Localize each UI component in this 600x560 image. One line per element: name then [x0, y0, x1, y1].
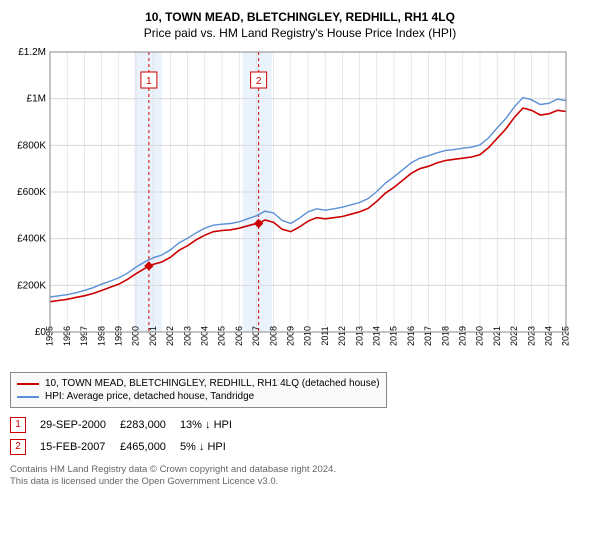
- svg-text:2021: 2021: [492, 326, 502, 346]
- marker-row: 2 15-FEB-2007 £465,000 5% ↓ HPI: [10, 436, 246, 458]
- legend-label-2: HPI: Average price, detached house, Tand…: [45, 391, 254, 402]
- price-chart: £0£200K£400K£600K£800K£1M£1.2M1995199619…: [10, 46, 570, 366]
- markers-table: 1 29-SEP-2000 £283,000 13% ↓ HPI 2 15-FE…: [10, 414, 246, 458]
- svg-text:2025: 2025: [561, 326, 570, 346]
- legend-row-1: 10, TOWN MEAD, BLETCHINGLEY, REDHILL, RH…: [17, 377, 380, 390]
- footer-note: Contains HM Land Registry data © Crown c…: [10, 464, 590, 489]
- svg-text:2023: 2023: [526, 326, 536, 346]
- svg-text:2003: 2003: [182, 326, 192, 346]
- svg-text:2001: 2001: [148, 326, 158, 346]
- svg-text:2016: 2016: [406, 326, 416, 346]
- svg-text:2005: 2005: [217, 326, 227, 346]
- legend-row-2: HPI: Average price, detached house, Tand…: [17, 390, 380, 403]
- svg-text:2006: 2006: [234, 326, 244, 346]
- marker-date-2: 15-FEB-2007: [40, 436, 120, 458]
- svg-text:2020: 2020: [475, 326, 485, 346]
- svg-text:£1.2M: £1.2M: [18, 47, 46, 58]
- svg-text:2014: 2014: [372, 326, 382, 346]
- svg-text:2002: 2002: [165, 326, 175, 346]
- svg-text:1996: 1996: [62, 326, 72, 346]
- svg-text:1998: 1998: [96, 326, 106, 346]
- legend-label-1: 10, TOWN MEAD, BLETCHINGLEY, REDHILL, RH…: [45, 378, 380, 389]
- chart-title-main: 10, TOWN MEAD, BLETCHINGLEY, REDHILL, RH…: [10, 10, 590, 24]
- legend-swatch-1: [17, 383, 39, 385]
- legend: 10, TOWN MEAD, BLETCHINGLEY, REDHILL, RH…: [10, 372, 387, 408]
- svg-text:2: 2: [256, 76, 262, 87]
- svg-text:2012: 2012: [337, 326, 347, 346]
- marker-price-2: £465,000: [120, 436, 180, 458]
- svg-text:2008: 2008: [268, 326, 278, 346]
- svg-text:1997: 1997: [79, 326, 89, 346]
- svg-text:2004: 2004: [200, 326, 210, 346]
- svg-text:2019: 2019: [458, 326, 468, 346]
- svg-text:£400K: £400K: [17, 234, 46, 245]
- svg-text:2022: 2022: [509, 326, 519, 346]
- marker-date-1: 29-SEP-2000: [40, 414, 120, 436]
- footer-line-2: This data is licensed under the Open Gov…: [10, 476, 278, 487]
- chart-area: £0£200K£400K£600K£800K£1M£1.2M1995199619…: [10, 46, 590, 366]
- marker-diff-2: 5% ↓ HPI: [180, 436, 246, 458]
- marker-diff-1: 13% ↓ HPI: [180, 414, 246, 436]
- svg-text:2015: 2015: [389, 326, 399, 346]
- footer-line-1: Contains HM Land Registry data © Crown c…: [10, 464, 336, 475]
- marker-price-1: £283,000: [120, 414, 180, 436]
- marker-badge-1: 1: [10, 417, 26, 433]
- svg-text:2000: 2000: [131, 326, 141, 346]
- svg-text:2017: 2017: [423, 326, 433, 346]
- marker-badge-2: 2: [10, 439, 26, 455]
- chart-titles: 10, TOWN MEAD, BLETCHINGLEY, REDHILL, RH…: [10, 10, 590, 40]
- svg-text:2024: 2024: [544, 326, 554, 346]
- svg-text:1: 1: [146, 76, 152, 87]
- svg-text:2010: 2010: [303, 326, 313, 346]
- svg-text:2007: 2007: [251, 326, 261, 346]
- svg-text:2013: 2013: [354, 326, 364, 346]
- svg-text:2011: 2011: [320, 326, 330, 345]
- svg-text:£800K: £800K: [17, 140, 46, 151]
- svg-text:£600K: £600K: [17, 187, 46, 198]
- legend-swatch-2: [17, 396, 39, 398]
- chart-title-sub: Price paid vs. HM Land Registry's House …: [10, 26, 590, 40]
- svg-text:2009: 2009: [286, 326, 296, 346]
- svg-text:£1M: £1M: [27, 94, 46, 105]
- svg-text:£200K: £200K: [17, 280, 46, 291]
- svg-text:2018: 2018: [440, 326, 450, 346]
- svg-text:1999: 1999: [114, 326, 124, 346]
- marker-row: 1 29-SEP-2000 £283,000 13% ↓ HPI: [10, 414, 246, 436]
